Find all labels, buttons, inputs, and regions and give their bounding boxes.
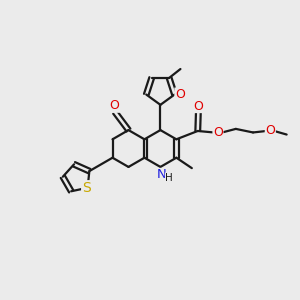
- Text: O: O: [194, 100, 203, 112]
- Text: O: O: [110, 99, 119, 112]
- Text: S: S: [82, 181, 91, 195]
- Text: O: O: [213, 126, 223, 139]
- Text: H: H: [165, 173, 173, 183]
- Text: N: N: [157, 169, 167, 182]
- Text: O: O: [265, 124, 275, 137]
- Text: O: O: [175, 88, 185, 101]
